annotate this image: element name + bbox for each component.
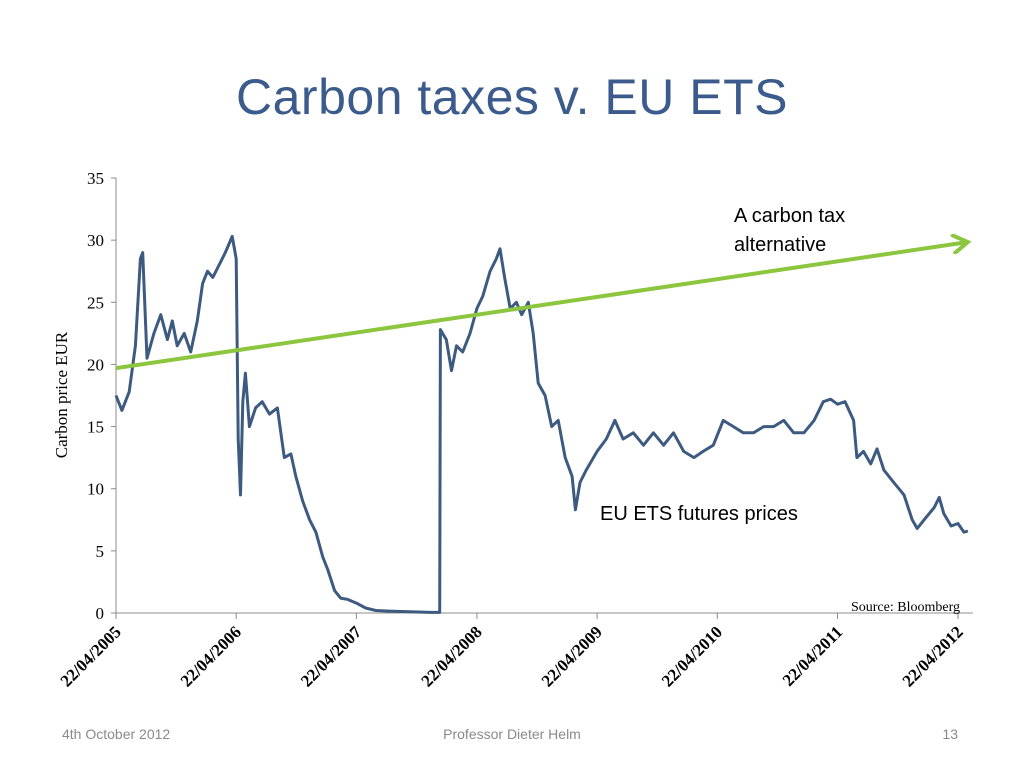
chart-series	[114, 234, 969, 614]
tax-series-label-line2: alternative	[734, 234, 826, 256]
x-tick-label: 22/04/2007	[297, 622, 366, 691]
x-tick-label: 22/04/2008	[418, 622, 486, 690]
footer-presenter: Professor Dieter Helm	[443, 726, 581, 742]
x-tick-label: 22/04/2009	[538, 622, 606, 690]
chart-axes: 0 5 10 15 20 25 30 35 22/04/2005 22/04/2006 22/04/…	[57, 169, 973, 691]
y-tick-label: 25	[87, 293, 104, 312]
source-note: Source: Bloomberg	[851, 600, 960, 615]
y-tick-label: 0	[96, 604, 105, 623]
x-tick-label: 22/04/2006	[177, 622, 245, 690]
slide-title: Carbon taxes v. EU ETS	[236, 69, 788, 125]
y-tick-label: 20	[87, 355, 104, 374]
ets-futures-line	[114, 234, 969, 614]
x-tick-label: 22/04/2012	[899, 622, 967, 690]
y-tick-label: 30	[87, 231, 104, 250]
y-axis-label: Carbon price EUR	[52, 331, 71, 458]
x-tick-label: 22/04/2011	[779, 622, 847, 690]
chart-annotations: Carbon price EUR Source: Bloomberg EU ET…	[52, 205, 960, 615]
tax-series-label-line1: A carbon tax	[734, 205, 845, 227]
y-tick-label: 5	[96, 542, 105, 561]
slide-number: 13	[942, 726, 958, 742]
carbon-tax-arrow	[115, 243, 964, 371]
y-tick-label: 10	[87, 480, 104, 499]
ets-series-label: EU ETS futures prices	[600, 503, 798, 525]
y-tick-label: 35	[87, 169, 104, 188]
footer-date: 4th October 2012	[62, 726, 171, 742]
y-tick-label: 15	[87, 418, 104, 437]
x-tick-label: 22/04/2010	[658, 622, 726, 690]
x-tick-label: 22/04/2005	[57, 622, 125, 690]
